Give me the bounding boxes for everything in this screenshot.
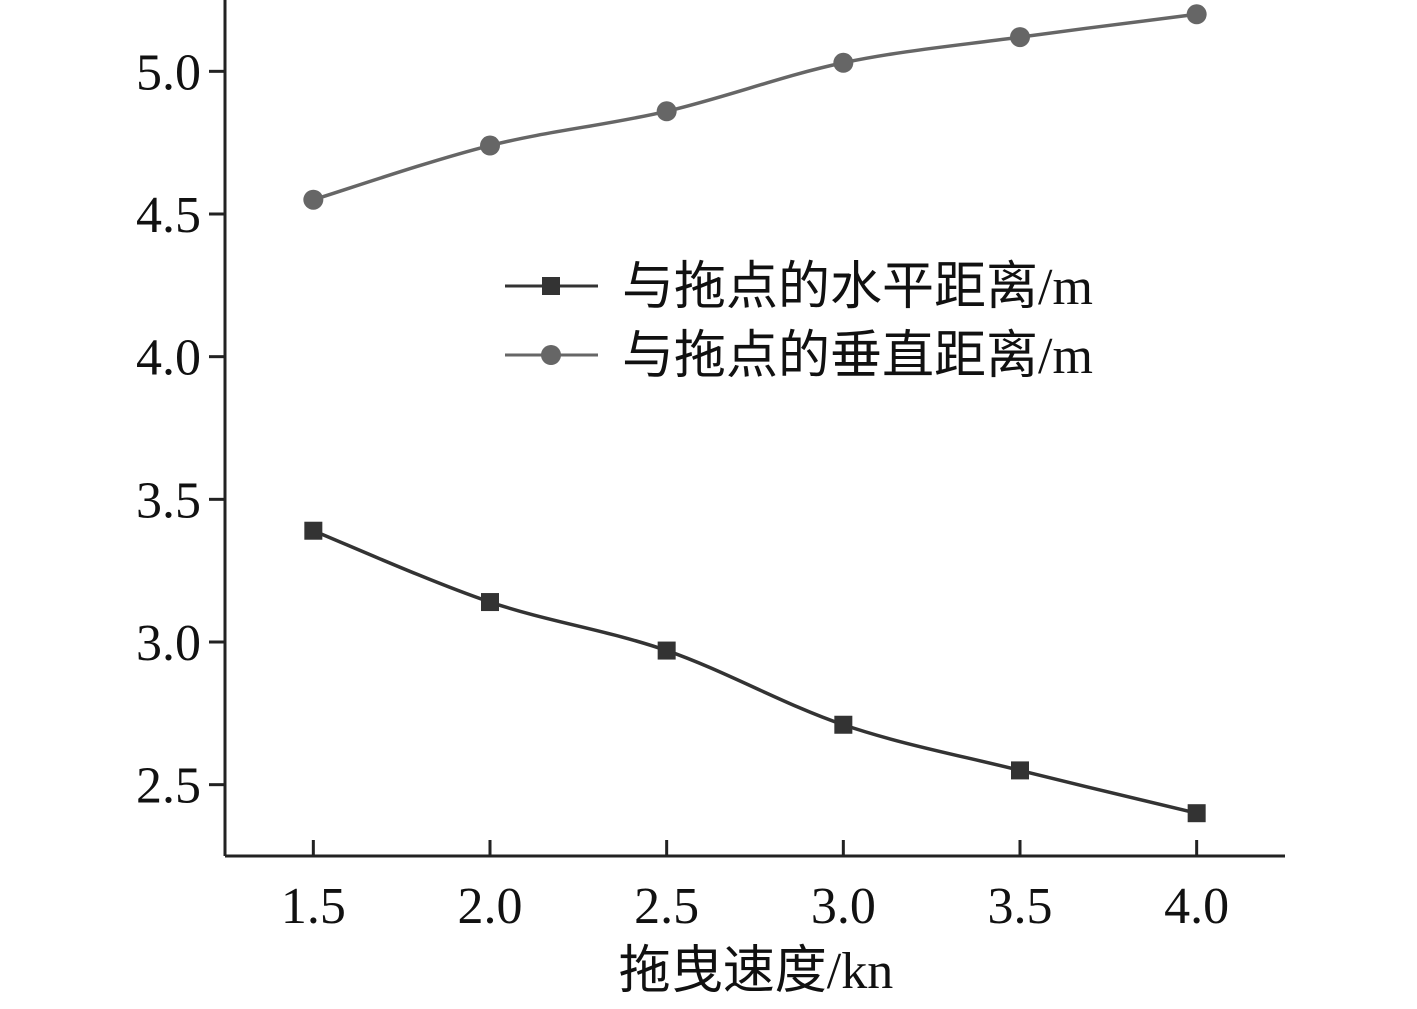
y-tick-label: 5.0	[136, 44, 201, 101]
x-axis-label: 拖曳速度/kn	[619, 943, 893, 1000]
legend-label-horizontal: 与拖点的水平距离/m	[622, 259, 1093, 316]
data-point-circle	[833, 52, 854, 73]
data-point-circle	[1010, 27, 1030, 48]
y-tick-label: 4.0	[136, 330, 201, 387]
x-tick-label: 2.0	[458, 878, 523, 935]
chart-axes	[223, 0, 1285, 858]
y-tick-label: 3.0	[136, 615, 201, 672]
legend-item-vertical: 与拖点的垂直距离/m	[505, 328, 1093, 385]
data-point-square	[304, 521, 323, 540]
data-point-square	[834, 715, 853, 734]
data-point-square	[481, 593, 499, 612]
y-ticks: 2.5 3.0 3.5 4.0 4.5 5.0	[136, 44, 225, 815]
legend-label-vertical: 与拖点的垂直距离/m	[622, 328, 1093, 385]
data-point-circle	[303, 189, 324, 210]
x-tick-label: 3.0	[811, 878, 876, 935]
data-point-circle	[480, 135, 500, 156]
data-point-circle	[656, 101, 677, 122]
data-point-square	[1011, 761, 1029, 780]
legend-item-horizontal: 与拖点的水平距离/m	[505, 259, 1093, 316]
legend-circle-marker	[541, 345, 561, 365]
x-ticks: 1.5 2.0 2.5 3.0 3.5 4.0	[281, 840, 1229, 935]
x-tick-label: 4.0	[1164, 878, 1229, 935]
series-line-1	[312, 529, 1198, 815]
series-line-2	[312, 12, 1197, 202]
series-layer	[303, 4, 1207, 823]
y-tick-label: 3.5	[136, 472, 201, 529]
x-tick-label: 1.5	[281, 878, 346, 935]
legend: 与拖点的水平距离/m 与拖点的垂直距离/m	[505, 259, 1093, 385]
legend-square-marker	[542, 277, 560, 295]
y-tick-label: 2.5	[136, 758, 201, 815]
data-point-circle	[1186, 4, 1207, 25]
x-tick-label: 2.5	[634, 878, 699, 935]
y-tick-label: 4.5	[136, 187, 201, 244]
data-point-square	[657, 641, 676, 660]
data-point-square	[1187, 804, 1206, 823]
x-tick-label: 3.5	[988, 878, 1053, 935]
